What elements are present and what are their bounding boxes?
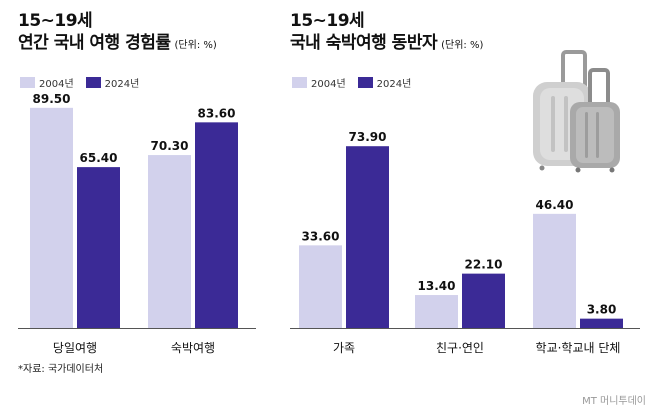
data-label-c1-g0-s0: 33.60 bbox=[302, 229, 340, 243]
data-label-c1-g2-s0: 46.40 bbox=[536, 198, 574, 212]
left-chart-title: 15~19세 연간 국내 여행 경험률 (단위: %) bbox=[18, 10, 217, 57]
legend-label-2024: 2024년 bbox=[104, 79, 140, 90]
bar-c0-g0-s1 bbox=[77, 167, 120, 328]
data-label-c1-g1-s0: 13.40 bbox=[418, 279, 456, 293]
suitcase-icon bbox=[533, 50, 620, 173]
legend-swatch-2024 bbox=[85, 77, 101, 88]
data-label-c1-g0-s1: 73.90 bbox=[349, 130, 387, 144]
left-chart-title-line1: 15~19세 bbox=[18, 11, 93, 31]
legend-swatch-2004 bbox=[20, 77, 35, 88]
data-label-c0-g1-s0: 70.30 bbox=[151, 139, 189, 153]
left-chart-subtitle-text: 연간 국내 여행 경험률 bbox=[18, 33, 171, 53]
legend-label-2004: 2004년 bbox=[39, 79, 74, 90]
left-chart-unit: (단위: %) bbox=[174, 40, 217, 51]
left-chart-subtitle: 연간 국내 여행 경험률 (단위: %) bbox=[18, 32, 217, 57]
right-chart-title: 15~19세 국내 숙박여행 동반자 (단위: %) bbox=[290, 10, 483, 57]
bar-c0-g0-s0 bbox=[30, 107, 73, 328]
bar-c1-g1-s1 bbox=[462, 273, 505, 328]
publisher-credit: MT 머니투데이 bbox=[582, 396, 646, 407]
left-chart-legend: 2004년 2024년 bbox=[20, 75, 151, 90]
legend-label-2004-right: 2004년 bbox=[311, 79, 346, 90]
category-label-c0-g1: 숙박여행 bbox=[171, 340, 215, 355]
bar-c1-g0-s0 bbox=[299, 245, 342, 328]
data-label-c0-g0-s1: 65.40 bbox=[80, 151, 118, 165]
data-label-c1-g2-s1: 3.80 bbox=[587, 303, 617, 317]
data-label-c0-g0-s0: 89.50 bbox=[33, 92, 71, 106]
category-label-c1-g1: 친구·연인 bbox=[436, 341, 484, 355]
bar-c0-g1-s1 bbox=[195, 122, 238, 329]
right-chart-subtitle: 국내 숙박여행 동반자 (단위: %) bbox=[290, 32, 483, 57]
category-label-c1-g0: 가족 bbox=[333, 341, 355, 355]
legend-item-2004: 2004년 bbox=[20, 75, 74, 90]
legend-label-2024-right: 2024년 bbox=[376, 79, 412, 90]
legend-swatch-2004-right bbox=[292, 77, 307, 88]
bar-c1-g1-s0 bbox=[415, 295, 458, 328]
legend-item-2024-right: 2024년 bbox=[357, 75, 412, 90]
bar-c1-g2-s1 bbox=[580, 318, 623, 328]
right-chart-unit: (단위: %) bbox=[441, 40, 484, 51]
data-label-c0-g1-s1: 83.60 bbox=[198, 106, 236, 120]
right-chart-legend: 2004년 2024년 bbox=[292, 75, 423, 90]
legend-item-2004-right: 2004년 bbox=[292, 75, 346, 90]
right-chart-title-line1: 15~19세 bbox=[290, 11, 365, 31]
bar-c0-g1-s0 bbox=[148, 155, 191, 328]
category-label-c0-g0: 당일여행 bbox=[53, 340, 97, 355]
legend-swatch-2024-right bbox=[357, 77, 373, 88]
legend-item-2024: 2024년 bbox=[85, 75, 140, 90]
data-label-c1-g1-s1: 22.10 bbox=[465, 258, 503, 272]
bar-c1-g2-s0 bbox=[533, 213, 576, 328]
category-label-c1-g2: 학교·학교내 단체 bbox=[536, 341, 621, 355]
right-chart-subtitle-text: 국내 숙박여행 동반자 bbox=[290, 33, 438, 53]
bar-c1-g0-s1 bbox=[346, 146, 389, 328]
source-note: *자료: 국가데이터처 bbox=[18, 364, 104, 375]
